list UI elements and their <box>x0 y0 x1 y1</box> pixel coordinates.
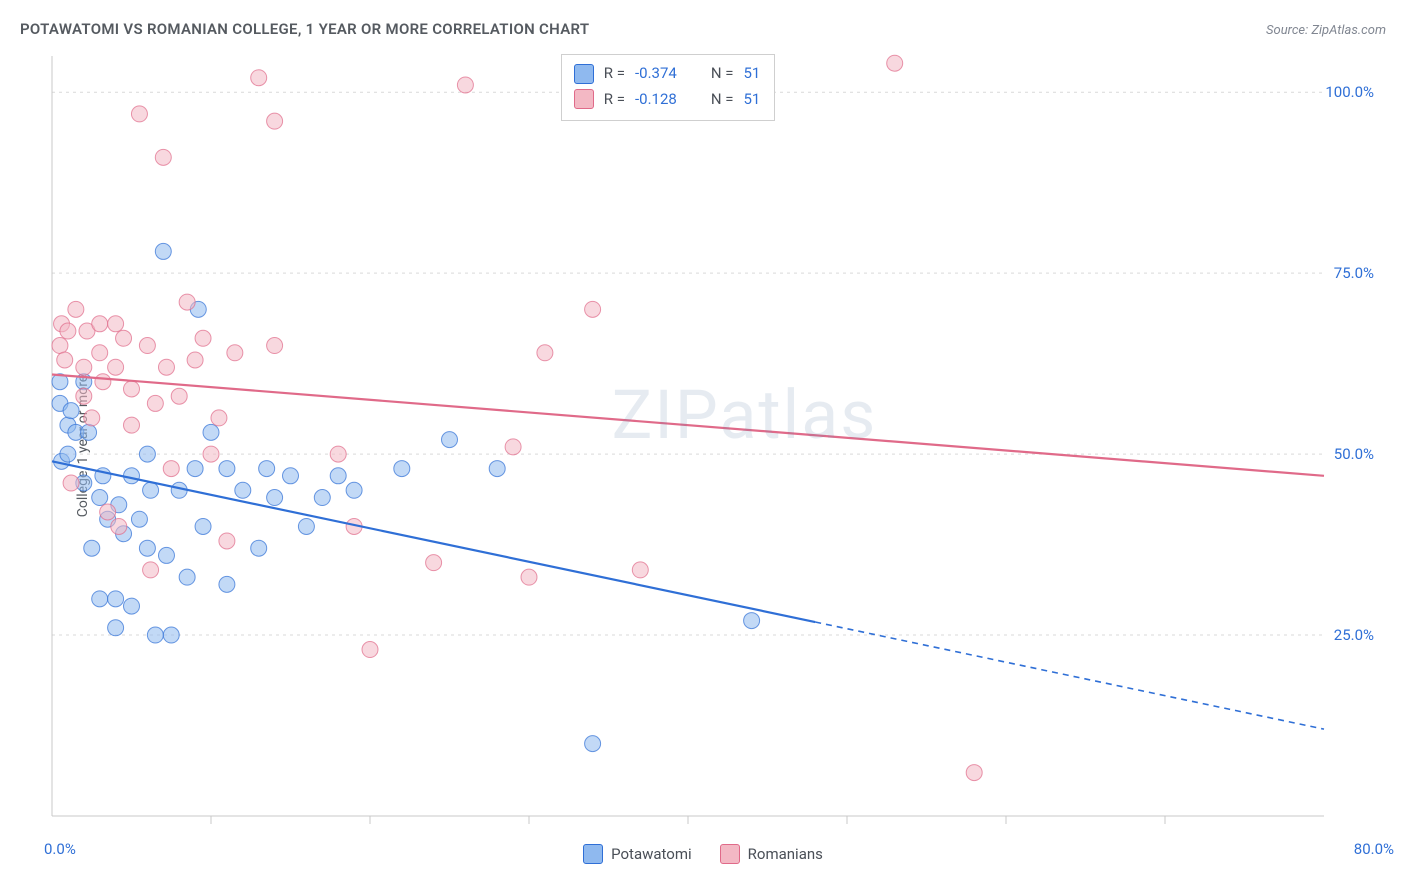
n-label: N = <box>711 61 734 87</box>
svg-text:75.0%: 75.0% <box>1334 264 1374 282</box>
source-label: Source: <box>1266 23 1308 38</box>
correlation-stats-box: R = -0.374 N = 51 R = -0.128 N = 51 <box>561 54 776 121</box>
n-value: 51 <box>743 87 760 113</box>
legend-item: Potawatomi <box>583 844 692 864</box>
svg-text:50.0%: 50.0% <box>1334 445 1374 463</box>
svg-text:100.0%: 100.0% <box>1325 83 1374 101</box>
legend-item: Romanians <box>720 844 823 864</box>
source-attribution: Source: ZipAtlas.com <box>1266 23 1386 38</box>
legend-swatch <box>720 844 740 864</box>
r-value: -0.128 <box>635 87 677 113</box>
chart-title: POTAWATOMI VS ROMANIAN COLLEGE, 1 YEAR O… <box>20 20 589 38</box>
chart-area: 25.0%50.0%75.0%100.0% ZIPatlas R =-0.374… <box>44 50 1394 836</box>
legend-label: Romanians <box>748 845 823 863</box>
svg-text:25.0%: 25.0% <box>1334 626 1374 644</box>
chart-legend: Potawatomi Romanians <box>0 844 1406 864</box>
legend-swatch <box>583 844 603 864</box>
n-label: N = <box>711 87 734 113</box>
stats-row: R = -0.374 N = 51 <box>574 61 761 87</box>
n-value: 51 <box>743 61 760 87</box>
stats-row: R = -0.128 N = 51 <box>574 87 761 113</box>
scatter-plot: 25.0% 50.0% 75.0% 100.0% <box>44 50 1394 836</box>
r-value: -0.374 <box>635 61 677 87</box>
legend-swatch <box>574 89 594 109</box>
source-value: ZipAtlas.com <box>1311 23 1386 38</box>
r-label: R = <box>604 61 625 87</box>
r-label: R = <box>604 87 625 113</box>
legend-label: Potawatomi <box>611 845 692 863</box>
legend-swatch <box>574 64 594 84</box>
